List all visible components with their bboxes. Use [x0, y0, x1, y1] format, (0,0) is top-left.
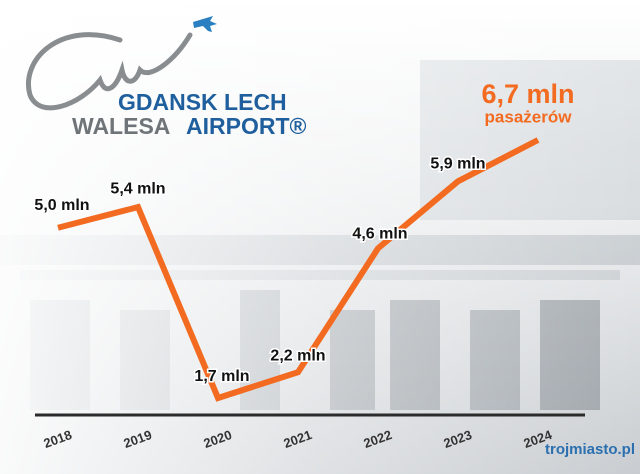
logo-text: WALESA: [72, 113, 170, 139]
value-label: 5,9 mln: [430, 155, 485, 172]
data-line: [57, 137, 540, 402]
logo-text: AIRPORT®: [186, 113, 307, 139]
value-label: 5,0 mln: [34, 197, 89, 214]
value-label: 4,6 mln: [352, 226, 407, 243]
logo-swoosh: [26, 32, 193, 111]
value-label: 1,7 mln: [194, 368, 249, 385]
logo-plane: [193, 16, 217, 32]
annotation: pasażerów: [485, 107, 573, 126]
logo-text: GDANSK LECH: [118, 89, 287, 115]
value-label: 5,4 mln: [110, 180, 165, 197]
watermark: trojmiasto.pl: [545, 441, 635, 458]
value-label: 2,2 mln: [270, 347, 325, 364]
logo: GDANSK LECH WALESA AIRPORT®: [26, 16, 307, 139]
value-label: 6,7 mln: [481, 79, 574, 109]
